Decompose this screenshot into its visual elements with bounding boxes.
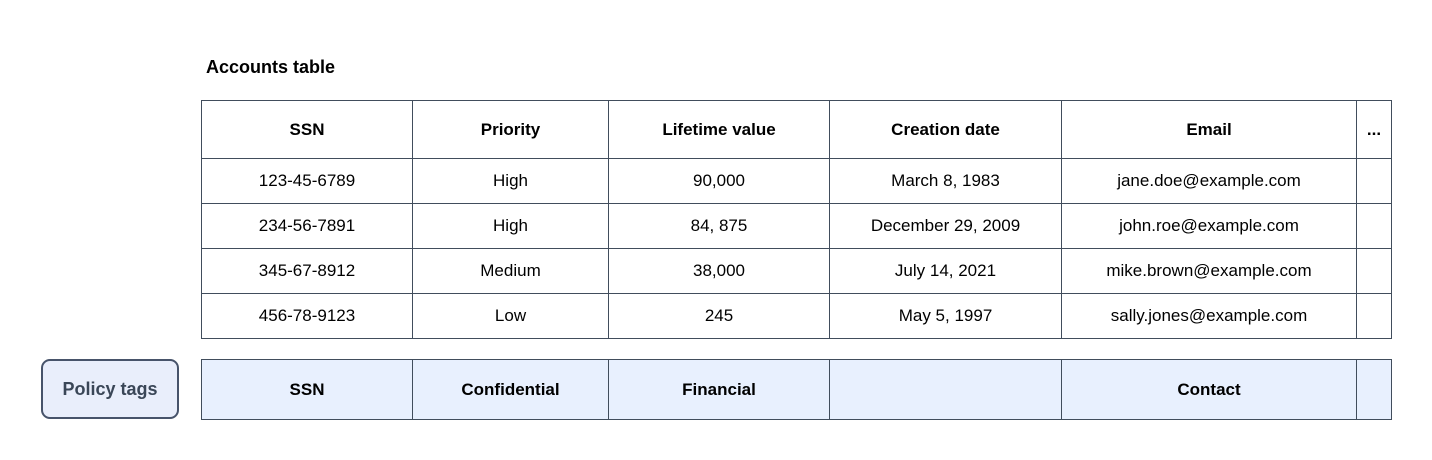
cell-row4-email: sally.jones@example.com (1062, 294, 1357, 339)
header-cell-lifetime-value: Lifetime value (609, 101, 830, 159)
cell-row3-ellipsis (1357, 249, 1392, 294)
policy-tag-empty-creation-date (830, 360, 1062, 420)
cell-row1-email: jane.doe@example.com (1062, 159, 1357, 204)
policy-tags-row: SSN Confidential Financial Contact (201, 359, 1392, 420)
cell-row3-priority: Medium (413, 249, 609, 294)
policy-tag-empty-ellipsis (1357, 360, 1392, 420)
cell-row2-email: john.roe@example.com (1062, 204, 1357, 249)
cell-row4-creation-date: May 5, 1997 (830, 294, 1062, 339)
accounts-table: SSN Priority Lifetime value Creation dat… (201, 100, 1392, 339)
cell-row1-ssn: 123-45-6789 (202, 159, 413, 204)
cell-row4-ellipsis (1357, 294, 1392, 339)
cell-row3-ssn: 345-67-8912 (202, 249, 413, 294)
header-cell-email: Email (1062, 101, 1357, 159)
policy-tag-financial: Financial (609, 360, 830, 420)
cell-row2-lifetime-value: 84, 875 (609, 204, 830, 249)
cell-row3-email: mike.brown@example.com (1062, 249, 1357, 294)
cell-row1-ellipsis (1357, 159, 1392, 204)
cell-row1-priority: High (413, 159, 609, 204)
accounts-table-title: Accounts table (206, 57, 336, 77)
cell-row3-creation-date: July 14, 2021 (830, 249, 1062, 294)
policy-tags-button[interactable]: Policy tags (41, 359, 179, 419)
cell-row1-lifetime-value: 90,000 (609, 159, 830, 204)
policy-tag-confidential: Confidential (413, 360, 609, 420)
cell-row3-lifetime-value: 38,000 (609, 249, 830, 294)
policy-tag-contact: Contact (1062, 360, 1357, 420)
header-cell-ssn: SSN (202, 101, 413, 159)
cell-row2-priority: High (413, 204, 609, 249)
cell-row4-priority: Low (413, 294, 609, 339)
cell-row2-ellipsis (1357, 204, 1392, 249)
cell-row4-ssn: 456-78-9123 (202, 294, 413, 339)
policy-tag-ssn: SSN (202, 360, 413, 420)
header-cell-creation-date: Creation date (830, 101, 1062, 159)
cell-row2-creation-date: December 29, 2009 (830, 204, 1062, 249)
header-cell-priority: Priority (413, 101, 609, 159)
cell-row4-lifetime-value: 245 (609, 294, 830, 339)
header-cell-ellipsis: ... (1357, 101, 1392, 159)
cell-row2-ssn: 234-56-7891 (202, 204, 413, 249)
cell-row1-creation-date: March 8, 1983 (830, 159, 1062, 204)
